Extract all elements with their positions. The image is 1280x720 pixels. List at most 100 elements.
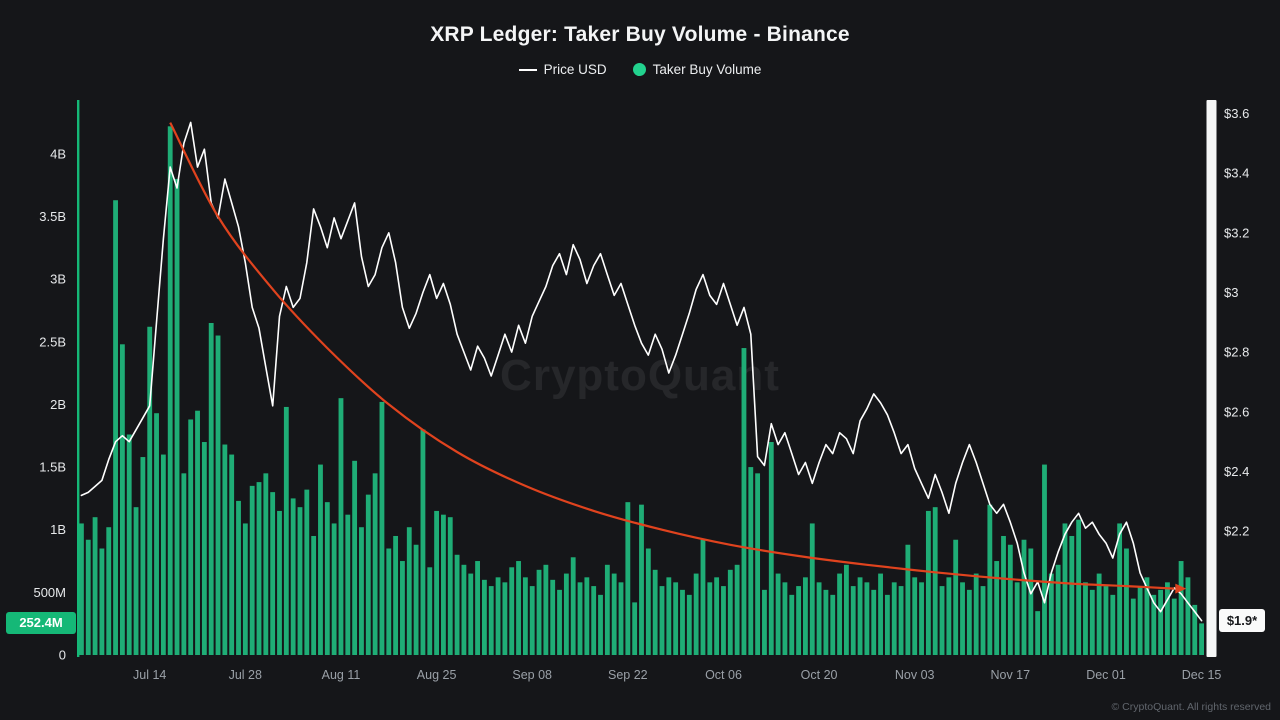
volume-bar [618,582,624,655]
volume-bar [843,564,849,655]
volume-bar [1083,582,1088,655]
volume-bar [85,539,91,655]
volume-bar [652,569,658,655]
volume-bar [133,507,139,655]
volume-bar [1151,594,1157,655]
volume-bar [447,517,453,655]
volume-bar [816,582,822,655]
x-axis-label: Sep 22 [608,668,648,682]
x-axis-label: Oct 06 [705,668,742,682]
price-line [80,121,1203,622]
volume-bar [256,482,262,655]
right-axis-label: $3.6 [1224,106,1249,121]
volume-bar [714,577,720,655]
volume-bar [1089,589,1095,655]
right-axis-labels: $2.2 $2.4 $2.6 $2.8 $3 $3.2 $3.4 $3.6 [1224,106,1249,539]
x-axis-label: Jul 28 [229,668,262,682]
volume-bar [167,126,173,655]
legend-label-price-usd: Price USD [543,62,607,77]
volume-bar [379,401,385,655]
volume-bar [222,444,228,655]
volume-bar [789,594,795,655]
volume-bar [1069,535,1075,655]
volume-bar [557,589,562,655]
volume-bar [1117,523,1123,655]
volume-bar [372,473,378,655]
volume-bar [277,510,282,655]
volume-bar [113,200,118,656]
right-axis-label: $3.4 [1224,166,1249,181]
volume-bar [1192,604,1198,655]
volume-bar [584,577,590,655]
left-axis-label: 1.5B [39,460,66,475]
volume-bar [953,539,959,655]
volume-bar [823,589,829,655]
volume-bar [850,586,856,655]
current-volume-badge: 252.4M [6,612,76,634]
volume-bar [966,589,972,655]
x-axis-label: Nov 17 [990,668,1030,682]
left-axis-label: 2B [50,397,66,412]
volume-bar [420,429,426,655]
volume-bar [987,504,993,655]
volume-bar [1178,561,1184,655]
volume-bar [1103,586,1109,655]
volume-bar [762,589,767,655]
volume-bar [427,567,433,655]
volume-bar [625,502,631,655]
volume-bar [242,523,248,655]
volume-bar [837,573,842,655]
right-axis-label: $2.2 [1224,524,1249,539]
volume-bar [126,434,132,655]
volume-bar [318,464,323,655]
x-axis-label: Dec 01 [1086,668,1126,682]
volume-bar [106,527,112,655]
volume-bar [919,582,924,655]
volume-bar [1110,594,1116,655]
left-axis-label: 4B [50,146,66,161]
volume-bar [550,579,556,655]
volume-bar [1007,544,1013,655]
left-axis-label: 2.5B [39,334,66,349]
volume-bar [796,586,802,655]
volume-bar [946,577,952,655]
volume-bar [1048,573,1054,655]
volume-bar [734,564,740,655]
volume-bar [529,586,535,655]
volume-bar [229,454,235,655]
volume-bar [215,335,221,655]
trend-arrow-icon [1175,583,1187,594]
volume-bar [386,548,392,655]
volume-bar [741,348,747,655]
volume-bar [263,473,269,655]
volume-bar [488,586,494,655]
volume-bar [1021,539,1027,655]
volume-bar [700,539,706,655]
volume-bar [1199,623,1204,655]
volume-bar [1035,611,1041,655]
volume-bar [475,561,480,655]
volume-bar [809,523,815,655]
volume-bar [645,548,651,655]
volume-bar [1042,464,1047,655]
current-price-badge: $1.9* [1219,609,1265,632]
volume-bar [236,500,241,655]
x-axis-label: Nov 03 [895,668,935,682]
left-axis-label: 3.5B [39,209,66,224]
volume-bar [680,589,685,655]
x-axis-label: Sep 08 [512,668,552,682]
volume-bar [925,510,931,655]
volume-bar [775,573,781,655]
volume-bar [905,544,911,655]
right-axis-label: $3 [1224,285,1238,300]
volume-bar [1001,535,1006,655]
volume-bar [99,548,105,655]
copyright-text: © CryptoQuant. All rights reserved [1111,701,1271,713]
legend-item-taker-buy-volume[interactable]: Taker Buy Volume [632,62,761,77]
volume-bar [119,344,125,655]
volume-bar [359,527,364,655]
legend-item-price-usd[interactable]: Price USD [518,62,607,77]
volume-bar [857,577,863,655]
